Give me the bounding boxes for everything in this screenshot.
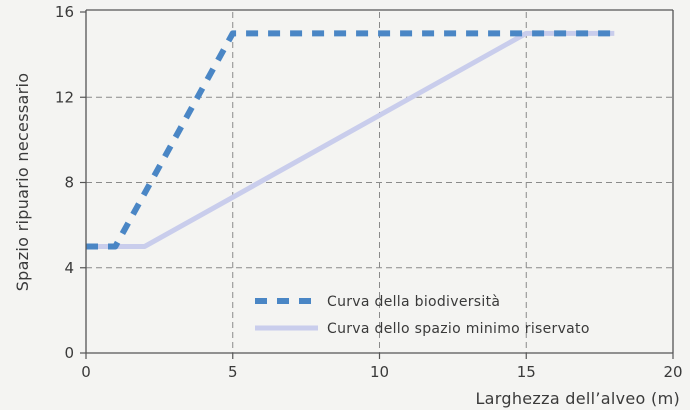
y-tick-label-8: 8 [64, 174, 74, 192]
y-axis-title: Spazio ripuario necessario [13, 73, 32, 292]
tick-labels: 0 5 10 15 20 0 4 8 12 16 [55, 3, 683, 381]
x-tick-label-0: 0 [81, 363, 91, 381]
x-tick-label-10: 10 [370, 363, 389, 381]
x-axis-title: Larghezza dell’alveo (m) [475, 389, 680, 408]
series-group [86, 30, 615, 250]
x-tick-label-15: 15 [517, 363, 536, 381]
y-tick-label-4: 4 [64, 259, 74, 277]
y-tick-label-0: 0 [64, 344, 74, 362]
legend: Curva della biodiversità Curva dello spaz… [255, 294, 590, 337]
legend-label-1: Curva della biodiversità [327, 294, 500, 310]
grid [86, 12, 673, 353]
axes [80, 9, 674, 359]
legend-label-2: Curva dello spazio minimo riservato [327, 321, 590, 337]
y-tick-label-16: 16 [55, 3, 74, 21]
series-line-1 [86, 30, 615, 250]
x-tick-label-5: 5 [228, 363, 238, 381]
x-tick-label-20: 20 [663, 363, 682, 381]
y-tick-label-12: 12 [55, 88, 74, 106]
